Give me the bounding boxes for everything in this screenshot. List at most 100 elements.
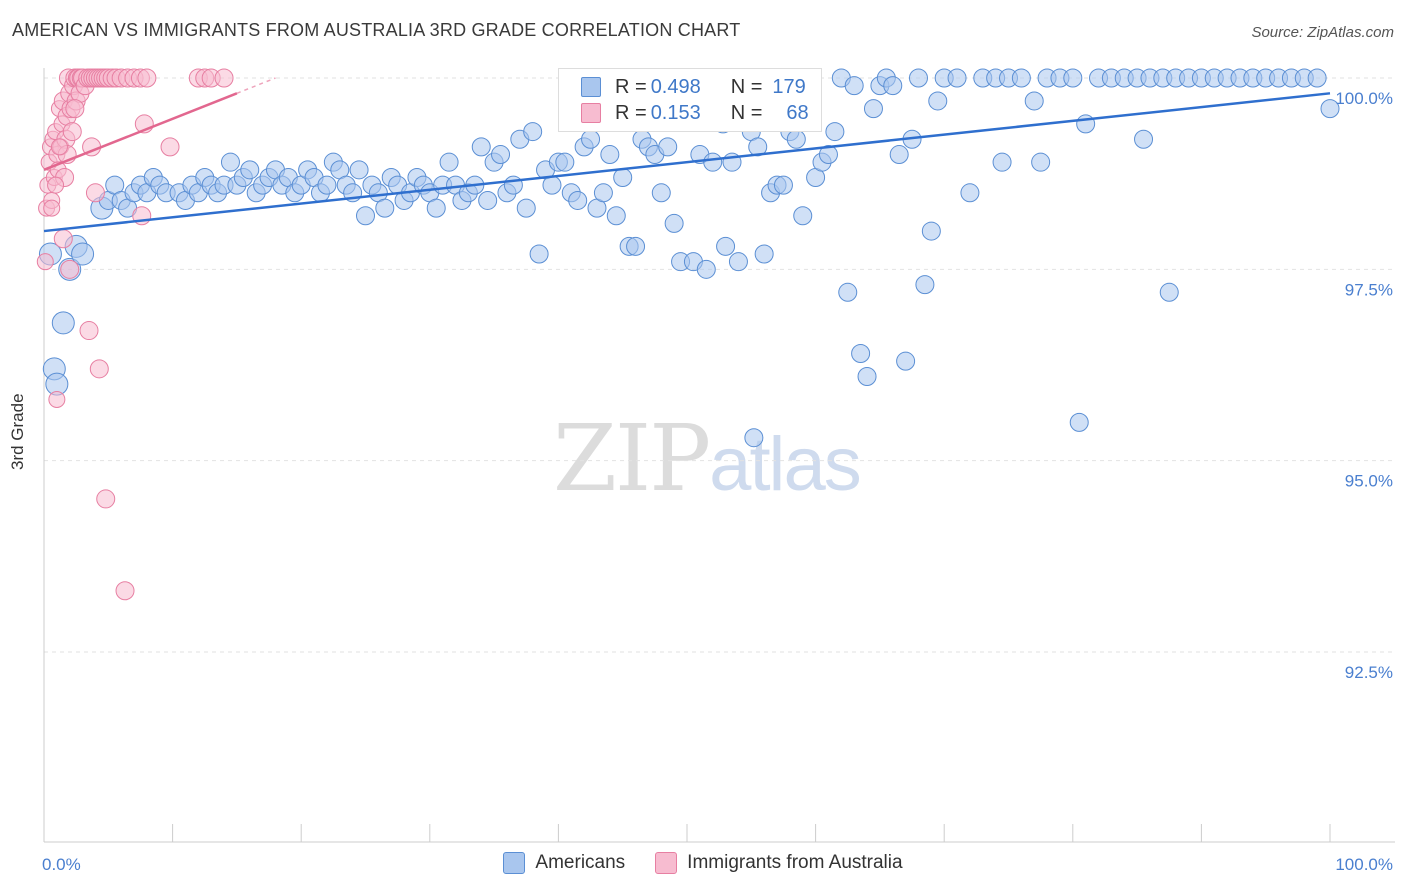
americans-point — [863, 99, 883, 119]
americans-point — [658, 137, 678, 157]
australia-trend-extension — [236, 77, 276, 95]
r-label: R = — [615, 75, 647, 98]
x-tick-label-max: 100.0% — [1335, 855, 1393, 874]
americans-point — [1031, 152, 1051, 172]
americans-point — [1307, 68, 1327, 88]
americans-point — [818, 145, 838, 165]
americans-point — [928, 91, 948, 111]
r-label: R = — [615, 101, 647, 124]
americans-point — [51, 311, 75, 335]
n-value: 68 — [786, 101, 809, 124]
americans-swatch — [581, 77, 601, 97]
australia-swatch — [581, 103, 601, 123]
legend-label-americans: Americans — [535, 852, 626, 873]
series-legend: Americans Immigrants from Australia — [0, 852, 1406, 874]
americans-point — [728, 252, 748, 272]
australia-point — [62, 122, 82, 142]
americans-point — [896, 351, 916, 371]
n-label: N = — [730, 75, 763, 98]
americans-point — [1069, 412, 1089, 432]
americans-point — [471, 137, 491, 157]
americans-point — [915, 275, 935, 295]
americans-point — [786, 129, 806, 149]
americans-point — [960, 183, 980, 203]
americans-point — [568, 190, 588, 210]
americans-point — [375, 198, 395, 218]
x-tick-label-min: 0.0% — [42, 855, 81, 874]
australia-point — [214, 68, 234, 88]
americans-point — [523, 122, 543, 142]
americans-point — [889, 145, 909, 165]
australia-point — [115, 581, 135, 601]
americans-point — [1159, 282, 1179, 302]
americans-point — [703, 152, 723, 172]
legend-item-americans[interactable]: Americans — [503, 852, 625, 874]
y-tick-label: 97.5% — [1345, 280, 1393, 299]
americans-point — [992, 152, 1012, 172]
americans-point — [491, 145, 511, 165]
legend-item-australia[interactable]: Immigrants from Australia — [655, 852, 903, 874]
americans-point — [349, 160, 369, 180]
americans-point — [1320, 99, 1340, 119]
americans-point — [1063, 68, 1083, 88]
source-label: Source: ZipAtlas.com — [1251, 24, 1394, 41]
americans-point — [317, 175, 337, 195]
n-label: N = — [730, 101, 763, 124]
australia-point — [137, 68, 157, 88]
stats-legend: R = 0.498 N = 179 R = 0.153 N = 68 — [558, 68, 822, 132]
americans-point — [593, 183, 613, 203]
americans-point — [606, 206, 626, 226]
americans-point — [356, 206, 375, 226]
r-value: 0.498 — [650, 75, 701, 98]
americans-point — [516, 198, 536, 218]
americans-point — [947, 68, 967, 88]
legend-label-australia: Immigrants from Australia — [687, 852, 903, 873]
americans-point — [542, 175, 562, 195]
australia-trend-line — [43, 92, 238, 172]
stats-legend-row-australia: R = 0.153 N = 68 — [581, 101, 809, 125]
australia-point — [79, 321, 99, 341]
y-tick-label: 95.0% — [1345, 472, 1393, 491]
n-value: 179 — [772, 75, 806, 98]
americans-point — [220, 152, 240, 172]
australia-point — [60, 259, 80, 279]
americans-point — [1134, 129, 1154, 149]
americans-point — [844, 76, 864, 96]
stats-legend-row-americans: R = 0.498 N = 179 — [581, 75, 806, 99]
americans-point — [664, 213, 684, 233]
americans-point — [908, 68, 928, 88]
americans-legend-swatch — [503, 852, 526, 874]
americans-point — [857, 366, 877, 386]
americans-point — [851, 344, 871, 364]
australia-legend-swatch — [655, 852, 678, 874]
americans-point — [793, 206, 813, 226]
americans-point — [1024, 91, 1044, 111]
australia-point — [160, 137, 180, 157]
y-tick-label: 92.5% — [1345, 663, 1393, 682]
americans-point — [744, 428, 764, 448]
chart-title: AMERICAN VS IMMIGRANTS FROM AUSTRALIA 3R… — [12, 20, 741, 40]
australia-point — [50, 138, 68, 156]
australia-point — [48, 390, 66, 408]
americans-point — [825, 122, 845, 142]
australia-point — [36, 253, 54, 271]
americans-point — [240, 160, 260, 180]
australia-point — [89, 359, 109, 379]
americans-point — [921, 221, 941, 241]
australia-point — [96, 489, 116, 509]
australia-point — [43, 199, 61, 217]
americans-point — [838, 282, 858, 302]
americans-point — [651, 183, 671, 203]
americans-trend-line — [43, 92, 1331, 233]
americans-point — [696, 259, 716, 279]
americans-point — [426, 198, 446, 218]
australia-point — [85, 183, 105, 203]
americans-point — [754, 244, 774, 264]
americans-point — [883, 76, 903, 96]
y-tick-label: 100.0% — [1335, 89, 1393, 108]
americans-point — [613, 167, 633, 187]
r-value: 0.153 — [650, 101, 701, 124]
australia-point — [65, 99, 85, 119]
americans-point — [600, 145, 620, 165]
